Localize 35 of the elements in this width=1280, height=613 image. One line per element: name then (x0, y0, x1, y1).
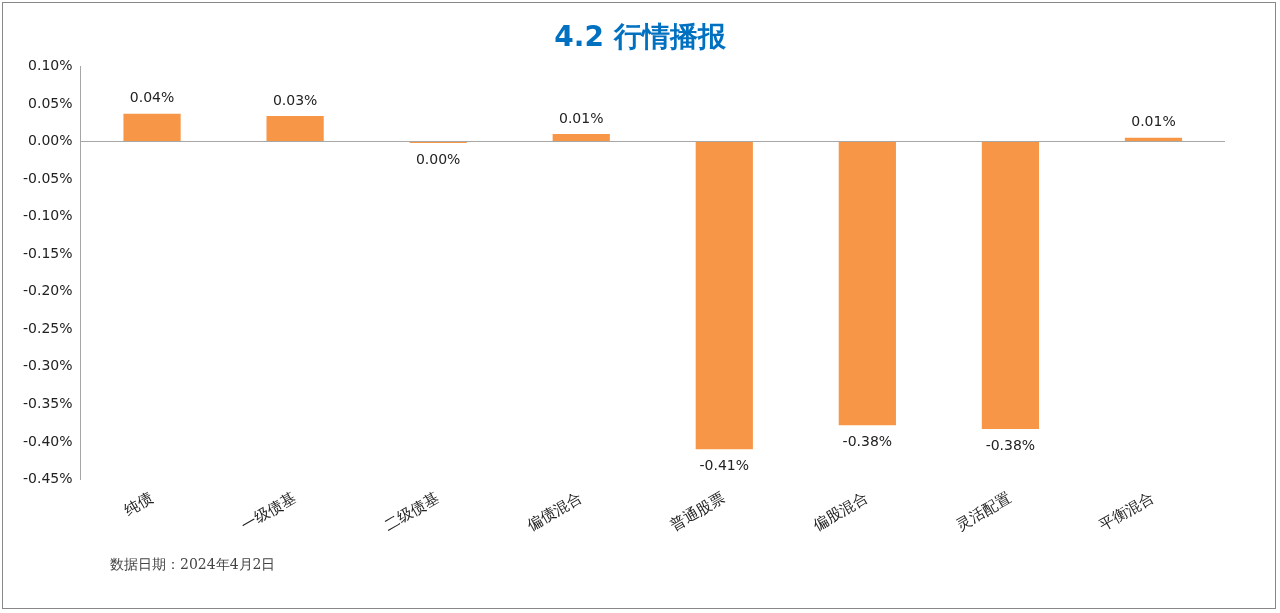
data-label: 0.01% (558, 109, 604, 126)
y-tick-label: -0.20% (23, 282, 73, 299)
data-label: 0.00% (415, 150, 461, 167)
x-tick-label: 灵活配置 (953, 488, 1015, 535)
data-label: 0.03% (272, 91, 318, 108)
y-tick-label: -0.10% (23, 207, 73, 224)
x-tick-label: 普通股票 (667, 488, 729, 535)
y-tick-label: -0.30% (23, 357, 73, 374)
y-tick-label: 0.10% (28, 57, 73, 74)
bar (123, 113, 181, 142)
x-tick-label: 纯债 (121, 488, 156, 520)
x-tick-label: 平衡混合 (1096, 488, 1158, 535)
bar (981, 141, 1040, 430)
text: 数据日期：2024年4月2日 (110, 555, 276, 574)
chart-title: 4.2 行情播报 (553, 19, 727, 55)
x-tick-label: 偏债混合 (524, 488, 586, 535)
y-tick-label: 0.05% (28, 94, 73, 111)
y-tick-label: -0.15% (23, 244, 73, 261)
bar (266, 115, 324, 142)
y-tick-label: -0.40% (23, 432, 73, 449)
data-label: -0.38% (985, 436, 1036, 453)
data-label: -0.41% (699, 457, 750, 474)
y-tick-label: -0.05% (23, 169, 73, 186)
x-tick-label: 一级债基 (238, 488, 300, 535)
data-label: 0.04% (129, 89, 175, 106)
y-tick-label: -0.45% (23, 470, 73, 487)
y-tick-label: -0.35% (23, 394, 73, 411)
x-tick-label: 偏股混合 (810, 488, 872, 535)
data-label: 0.01% (1131, 113, 1176, 130)
y-tick-label: -0.25% (23, 319, 73, 336)
y-tick-label: 0.00% (28, 132, 73, 149)
bar (838, 141, 896, 426)
bar (695, 141, 753, 450)
x-tick-label: 二级债基 (381, 488, 443, 535)
data-label: -0.38% (842, 432, 893, 449)
